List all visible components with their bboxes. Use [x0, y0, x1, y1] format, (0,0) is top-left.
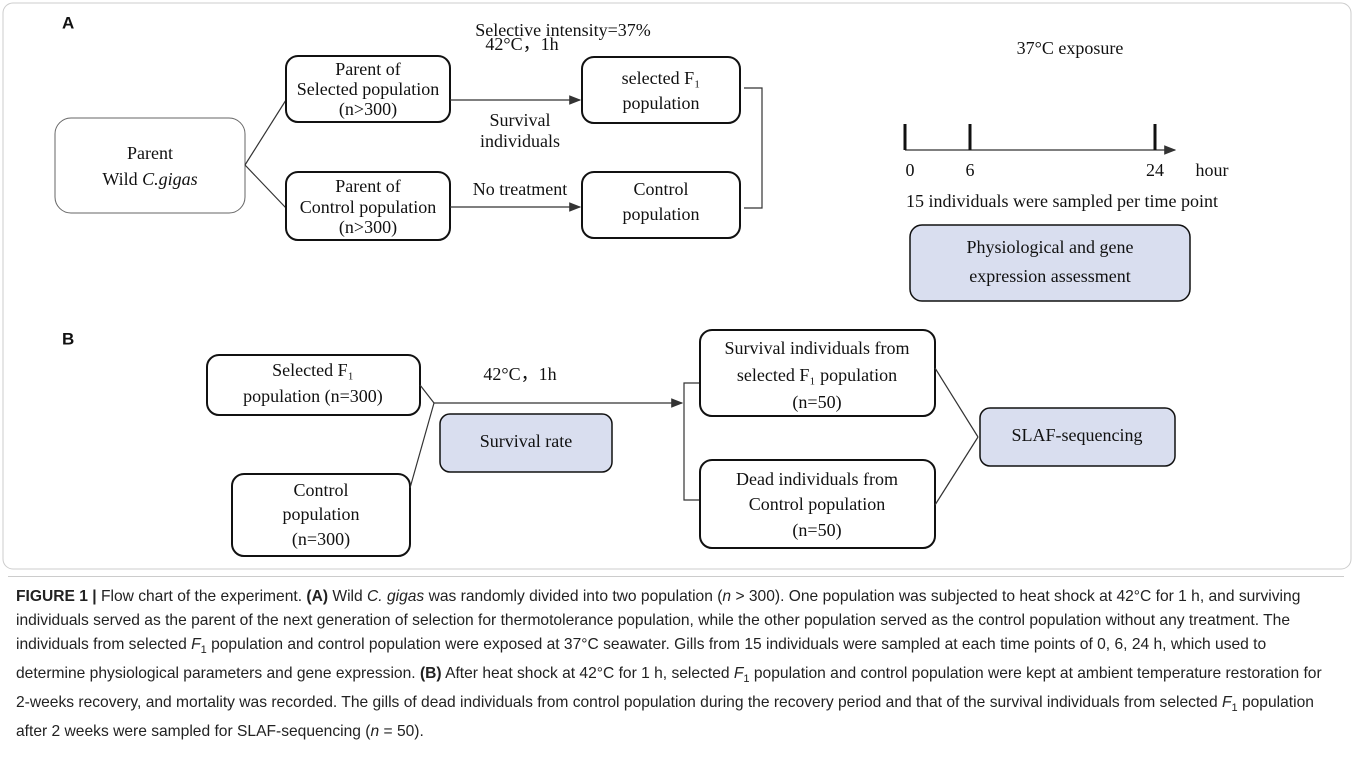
- treatment-label: 42°C，1h: [483, 364, 556, 384]
- sequencing-box: [979, 407, 1176, 467]
- caption-species: C. gigas: [367, 588, 425, 605]
- node-text: SLAF-sequencing: [1012, 425, 1143, 445]
- connector: [244, 164, 287, 209]
- bracket: [683, 382, 700, 501]
- connector: [244, 99, 287, 166]
- node-text: Dead individuals from: [736, 469, 898, 489]
- connector: [934, 367, 979, 438]
- sampling-note: 15 individuals were sampled per time poi…: [906, 191, 1218, 211]
- node-text: population: [283, 504, 360, 524]
- figure-border: [2, 2, 1352, 570]
- control-box: [231, 473, 411, 557]
- caption-text: population after 2 weeks were sampled fo…: [16, 694, 1314, 741]
- flow-chart: A Selective intensity=37% Parent Wild C.…: [2, 2, 1352, 570]
- node-text: Selected F₁: [272, 360, 354, 380]
- caption-text: > 300). One population was subjected to …: [16, 588, 1301, 653]
- caption-symbol: F: [191, 636, 201, 653]
- node-text: Parent of: [335, 176, 400, 196]
- caption-symbol: n: [722, 588, 732, 605]
- connector: [409, 402, 435, 489]
- exposure-title: 37°C exposure: [1017, 38, 1124, 58]
- node-text: Control population: [300, 197, 437, 217]
- caption-text: = 50).: [379, 723, 424, 741]
- timeline-label: 6: [966, 160, 975, 180]
- arrow-note: individuals: [480, 131, 560, 151]
- node-text: Control population: [749, 494, 886, 514]
- timeline-unit: hour: [1196, 160, 1229, 180]
- treatment-label: 42°C，1h: [485, 34, 558, 54]
- node-text: population (n=300): [243, 386, 383, 407]
- assessment-box: [909, 224, 1191, 302]
- caption-symbol: F: [733, 665, 744, 683]
- node-text: expression assessment: [969, 266, 1130, 286]
- caption-text: population and control population were k…: [16, 665, 1322, 712]
- caption-text: Flow chart of the experiment.: [96, 588, 307, 605]
- node-text: Survival individuals from: [725, 338, 910, 358]
- arrow-note: Survival: [490, 110, 551, 130]
- node-text: population: [623, 204, 700, 224]
- node-text: selected F₁ population: [737, 365, 897, 385]
- caption-text: population and control population were e…: [16, 636, 1267, 683]
- selected-parent-box: [285, 55, 451, 123]
- caption-text: was randomly divided into two population…: [424, 588, 723, 605]
- timeline-label: 24: [1146, 160, 1164, 180]
- node-text: Parent of: [335, 59, 400, 79]
- node-text: (n=50): [792, 392, 841, 413]
- panel-label: B: [62, 329, 74, 348]
- node-text: (n=300): [292, 529, 350, 550]
- figure-caption: FIGURE 1 | Flow chart of the experiment.…: [8, 576, 1344, 752]
- caption-symbol: n: [370, 723, 380, 741]
- connector: [419, 384, 435, 404]
- caption-text: Wild: [328, 588, 368, 605]
- arrow-note: No treatment: [473, 179, 567, 199]
- timeline-label: 0: [906, 160, 915, 180]
- node-text: Wild: [102, 169, 142, 189]
- caption-subscript: 1: [743, 673, 750, 686]
- node-text: Physiological and gene: [967, 237, 1134, 257]
- control-parent-box: [285, 171, 451, 241]
- node-text: Survival rate: [480, 431, 572, 451]
- caption-label: FIGURE 1 |: [16, 588, 97, 605]
- caption-panel: (A): [306, 588, 329, 605]
- selective-intensity: Selective intensity=37%: [475, 20, 651, 40]
- caption-text: After heat shock at 42°C for 1 h, select…: [441, 665, 734, 683]
- caption-symbol: F: [1221, 694, 1232, 712]
- node-text: Parent: [127, 143, 173, 163]
- selected-f1-box: [581, 56, 741, 124]
- node-text: population: [623, 93, 700, 113]
- control-population-box: [581, 171, 741, 239]
- caption-subscript: 1: [200, 644, 207, 657]
- node-text: (n>300): [339, 99, 397, 120]
- caption-subscript: 1: [1231, 702, 1238, 715]
- survival-rate-box: [439, 413, 613, 473]
- node-text: Selected population: [297, 79, 439, 99]
- node-text: Wild C.gigas: [102, 169, 197, 189]
- connector: [934, 436, 979, 506]
- node-text: (n=50): [792, 520, 841, 541]
- node-text: Control: [633, 179, 688, 199]
- bracket: [744, 87, 763, 209]
- node-text: selected F₁: [622, 68, 701, 88]
- panel-label: A: [62, 13, 74, 32]
- survivors-box: [699, 329, 936, 417]
- node-text: (n>300): [339, 217, 397, 238]
- species-name: C.gigas: [142, 169, 198, 189]
- parent-box: [54, 117, 246, 214]
- node-text: Control: [293, 480, 348, 500]
- caption-panel: (B): [419, 665, 442, 683]
